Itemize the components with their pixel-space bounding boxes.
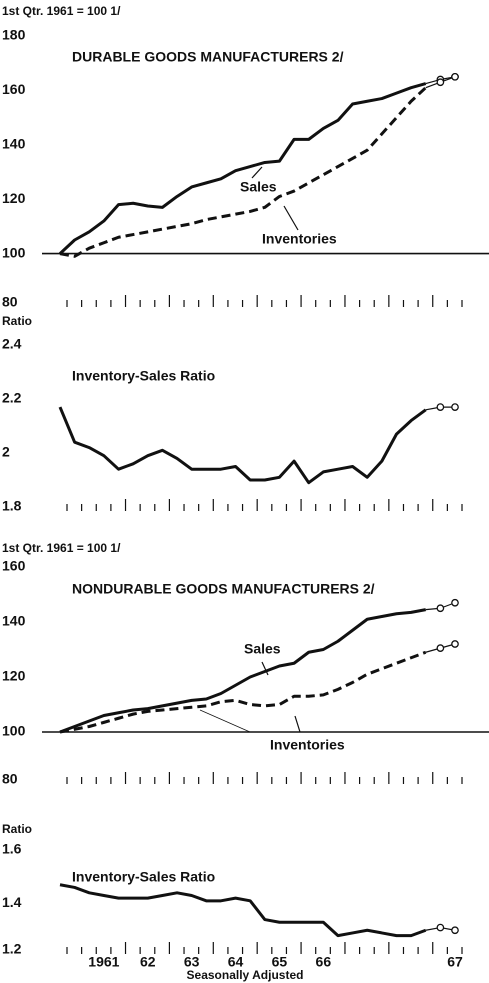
y-tick-label: 1.8: [2, 498, 22, 514]
series-label: Sales: [244, 641, 281, 657]
projection-marker: [436, 403, 445, 411]
y-tick-label: 140: [2, 136, 26, 152]
series-label: Sales: [240, 179, 277, 195]
projection-marker: [451, 640, 459, 648]
y-tick-label: 2.2: [2, 390, 22, 406]
leader-line: [199, 709, 251, 733]
arrow: [294, 715, 301, 733]
projection-marker: [436, 604, 445, 613]
x-axis-label: Seasonally Adjusted: [187, 968, 304, 982]
panel-title: Inventory-Sales Ratio: [72, 368, 215, 384]
series-line: [59, 650, 427, 734]
x-tick-label: 67: [447, 954, 463, 970]
x-tick-label: 65: [272, 954, 288, 970]
y-tick-label: 1.2: [2, 941, 22, 957]
projection-marker: [451, 72, 459, 81]
y-tick-label: 140: [2, 613, 26, 629]
unit-label: 1st Qtr. 1961 = 100 1/: [2, 4, 121, 18]
y-tick-label: 180: [2, 27, 26, 43]
series-line: [58, 406, 427, 485]
series-label: Inventories: [262, 231, 337, 247]
x-tick-label: 64: [228, 954, 244, 970]
y-tick-label: 1.6: [2, 841, 22, 857]
series-line: [59, 608, 427, 734]
y-tick-label: 80: [2, 771, 18, 787]
y-tick-label: 100: [2, 244, 26, 260]
y-tick-label: 120: [2, 190, 26, 206]
y-tick-label: 160: [2, 558, 26, 574]
x-tick-label: 62: [140, 954, 156, 970]
series-line: [59, 86, 427, 258]
y-tick-label: 100: [2, 723, 26, 739]
panel-title: Inventory-Sales Ratio: [72, 869, 215, 885]
unit-label: Ratio: [2, 314, 32, 328]
series-line: [59, 883, 427, 938]
arrow: [283, 205, 299, 231]
y-tick-label: 2.4: [2, 336, 22, 352]
arrow: [251, 166, 263, 179]
y-tick-label: 2: [2, 444, 10, 460]
projection-marker: [451, 598, 459, 607]
projection-marker: [436, 923, 445, 932]
x-tick-label: 66: [316, 954, 332, 970]
projection-marker: [436, 78, 445, 87]
panel-title: NONDURABLE GOODS MANUFACTURERS 2/: [72, 581, 375, 597]
projection-marker: [436, 644, 445, 652]
y-tick-label: 160: [2, 81, 26, 97]
y-tick-label: 80: [2, 294, 18, 310]
unit-label: Ratio: [2, 822, 32, 836]
unit-label: 1st Qtr. 1961 = 100 1/: [2, 541, 121, 555]
y-tick-label: 1.4: [2, 894, 22, 910]
series-label: Inventories: [270, 737, 345, 753]
projection-marker: [451, 403, 459, 411]
y-tick-label: 120: [2, 668, 26, 684]
annotation-arrows: [199, 166, 301, 733]
x-tick-label: 63: [184, 954, 200, 970]
series-line: [58, 82, 427, 255]
projection-marker: [451, 926, 459, 935]
panel-title: DURABLE GOODS MANUFACTURERS 2/: [72, 49, 344, 65]
arrow: [261, 661, 269, 676]
x-tick-label: 1961: [88, 954, 119, 970]
